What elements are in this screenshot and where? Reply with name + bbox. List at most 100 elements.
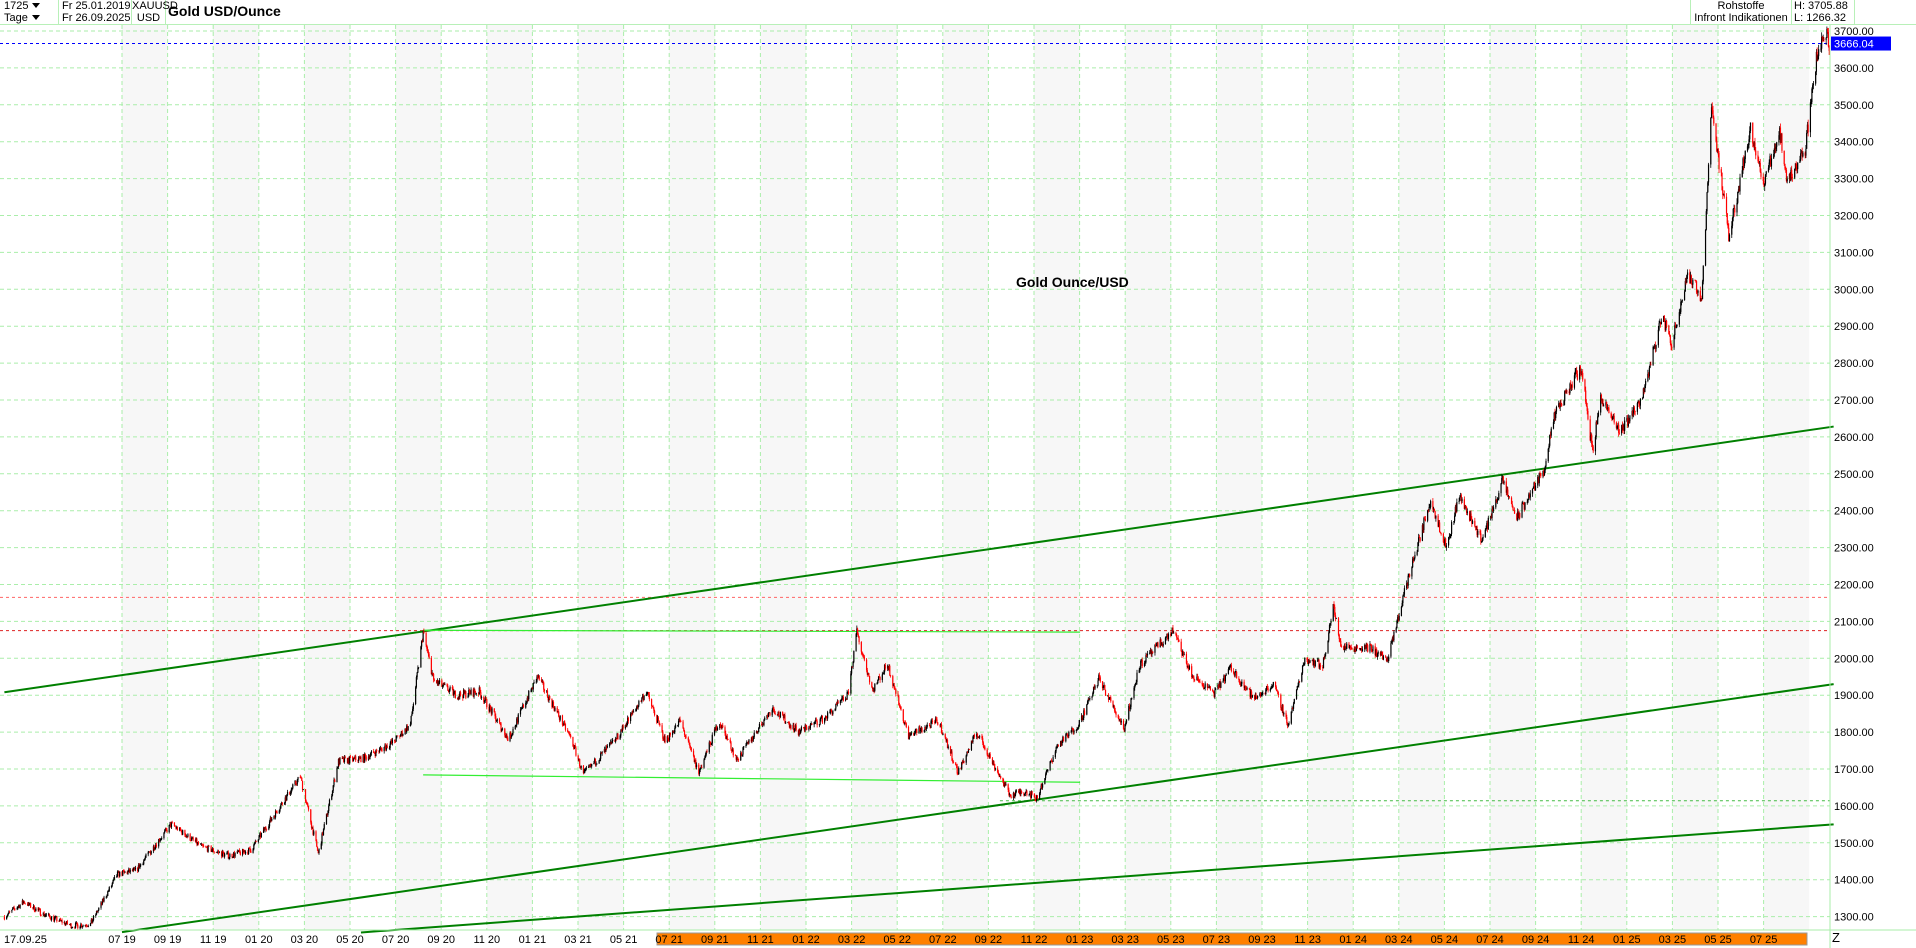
candle <box>519 707 522 717</box>
candle-body <box>1146 655 1148 656</box>
trendline[interactable] <box>360 823 1834 934</box>
candle <box>1036 794 1038 803</box>
candle-body <box>59 918 61 922</box>
candle <box>106 894 108 898</box>
candle-body <box>617 733 619 740</box>
candle <box>668 737 670 742</box>
candle <box>1285 710 1287 720</box>
candle-body <box>1328 632 1330 641</box>
candle-body <box>1564 391 1567 393</box>
candle-body <box>268 826 270 830</box>
candle-body <box>1627 418 1629 426</box>
candle-body <box>1540 473 1542 477</box>
candle-body <box>1495 499 1497 508</box>
candle-body <box>1065 734 1067 742</box>
candle <box>8 910 10 914</box>
candle <box>841 695 843 704</box>
candle <box>1498 490 1500 501</box>
candle <box>939 724 941 728</box>
candle-body <box>365 756 367 760</box>
candle <box>795 722 797 732</box>
candle <box>257 839 259 844</box>
candle-body <box>459 692 462 696</box>
candle-body <box>1265 689 1267 695</box>
candle <box>411 711 413 717</box>
candle-body <box>1470 513 1472 519</box>
candle-body <box>1024 793 1026 796</box>
candle <box>1040 783 1042 790</box>
candle-body <box>863 656 865 660</box>
candle-body <box>321 833 323 844</box>
candle-body <box>1041 785 1043 788</box>
candle <box>313 829 315 837</box>
candle <box>380 747 382 751</box>
candle-body <box>893 685 895 689</box>
candle <box>556 705 558 714</box>
candle <box>1534 482 1537 491</box>
candle-body <box>811 723 813 725</box>
candle-body <box>750 739 752 742</box>
candle <box>24 903 26 905</box>
candle-body <box>1118 718 1120 721</box>
candle-body <box>522 704 525 708</box>
candle-body <box>1549 434 1552 436</box>
candle-body <box>568 732 570 735</box>
candle <box>564 720 566 726</box>
candle-body <box>486 699 488 708</box>
candle-body <box>483 697 485 703</box>
candle-body <box>1653 346 1655 348</box>
candle-body <box>1056 746 1058 748</box>
candle <box>21 898 23 906</box>
candle-body <box>1010 796 1012 798</box>
candle-body <box>773 710 776 714</box>
candle <box>1606 401 1608 411</box>
trendline[interactable] <box>4 425 1834 694</box>
candle <box>160 838 162 841</box>
candle-body <box>1140 660 1142 669</box>
candle-body <box>76 922 78 925</box>
candle <box>1398 612 1400 622</box>
candle-body <box>1491 508 1493 518</box>
candle <box>836 699 838 707</box>
candle-body <box>689 746 692 748</box>
candle-body <box>645 694 647 696</box>
candle-body <box>295 783 298 785</box>
candle <box>861 651 863 656</box>
candle <box>1364 644 1367 650</box>
candle-body <box>454 690 456 699</box>
range-line[interactable] <box>423 774 1081 783</box>
candle <box>410 715 412 726</box>
candle <box>252 848 254 854</box>
candle <box>1290 711 1292 725</box>
trendline[interactable] <box>121 683 1834 934</box>
candle <box>397 735 399 737</box>
candle-body <box>1251 691 1253 698</box>
candle <box>9 910 11 914</box>
candle <box>278 809 280 815</box>
candle-body <box>259 833 262 838</box>
background-band <box>395 25 442 930</box>
candle <box>976 732 979 740</box>
range-line[interactable] <box>423 629 1081 633</box>
candle-body <box>50 916 53 920</box>
candle-body <box>281 802 283 805</box>
candle-body <box>1477 530 1479 535</box>
candle <box>1088 698 1090 700</box>
trendlines[interactable] <box>4 425 1834 934</box>
candle <box>572 736 574 748</box>
candle-body <box>1484 529 1486 537</box>
candle-body <box>847 691 849 693</box>
candle <box>1517 509 1519 519</box>
candle <box>40 914 42 917</box>
candle <box>815 717 817 725</box>
candle-body <box>892 676 894 686</box>
candle <box>13 905 15 911</box>
candle <box>711 732 713 746</box>
candle <box>1576 366 1578 378</box>
candle-body <box>1077 726 1080 728</box>
candle-body <box>1591 444 1594 447</box>
candle-body <box>402 733 404 736</box>
candle-body <box>1406 583 1409 586</box>
candle-body <box>559 715 561 720</box>
